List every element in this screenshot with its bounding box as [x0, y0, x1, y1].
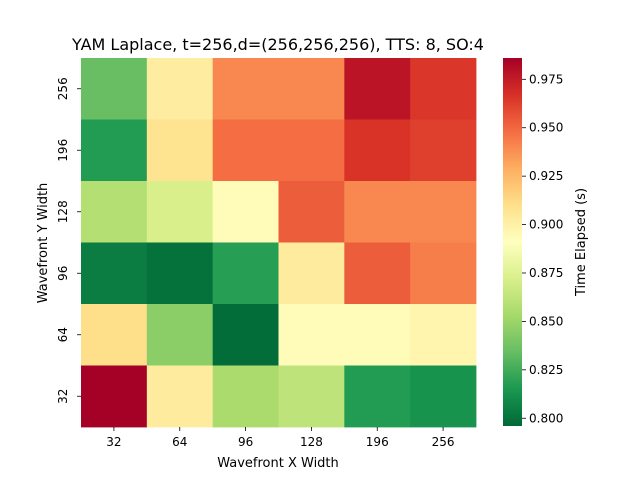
heatmap-cell	[81, 119, 148, 182]
x-tick-label: 256	[432, 435, 455, 449]
x-tick-label: 196	[366, 435, 389, 449]
colorbar-tick-label: 0.850	[529, 314, 563, 328]
y-axis-label: Wavefront Y Width	[36, 183, 51, 304]
heatmap-cell	[146, 242, 214, 305]
heatmap-cell	[278, 242, 345, 305]
heatmap-cell	[344, 58, 411, 120]
x-axis-label: Wavefront X Width	[217, 456, 339, 471]
heatmap-cell	[278, 304, 345, 366]
heatmap-cell	[146, 119, 214, 182]
colorbar-ticks: 0.800 0.825 0.850 0.875 0.900 0.925 0.950 0.975	[522, 72, 563, 425]
colorbar-tick-label: 0.900	[529, 218, 563, 232]
heatmap-cell	[410, 181, 477, 243]
colorbar	[503, 58, 522, 426]
heatmap-cells	[81, 58, 477, 428]
heatmap-cell	[81, 58, 148, 120]
y-tick-label: 196	[56, 139, 70, 162]
colorbar-label: Time Elapsed (s)	[574, 188, 589, 297]
heatmap-cell	[146, 304, 214, 366]
heatmap-cell	[146, 58, 214, 120]
heatmap-cell	[278, 119, 345, 182]
heatmap-cell	[212, 242, 279, 305]
colorbar-tick-label: 0.800	[529, 411, 563, 425]
heatmap-cell	[410, 119, 477, 182]
x-tick-labels: 32 64 96 128 196 256	[106, 427, 455, 449]
heatmap-cell	[278, 58, 345, 120]
heatmap-cell	[81, 365, 148, 428]
heatmap-cell	[278, 181, 345, 243]
x-tick-label: 64	[172, 435, 187, 449]
x-tick-label: 32	[106, 435, 121, 449]
heatmap-cell	[212, 365, 279, 428]
heatmap-cell	[344, 304, 411, 366]
heatmap-cell	[212, 181, 279, 243]
heatmap-cell	[344, 119, 411, 182]
colorbar-tick-label: 0.825	[529, 363, 563, 377]
y-tick-labels: 256 196 128 96 64 32	[56, 77, 81, 404]
y-tick-label: 256	[56, 77, 70, 100]
x-tick-label: 128	[300, 435, 323, 449]
heatmap-cell	[81, 304, 148, 366]
heatmap-cell	[344, 365, 411, 428]
y-tick-label: 32	[56, 389, 70, 404]
colorbar-tick-label: 0.925	[529, 169, 563, 183]
heatmap-cell	[146, 181, 214, 243]
y-tick-label: 64	[56, 327, 70, 342]
heatmap-cell	[278, 365, 345, 428]
heatmap-cell	[81, 242, 148, 305]
colorbar-tick-label: 0.950	[529, 121, 563, 135]
y-tick-label: 128	[56, 200, 70, 223]
colorbar-tick-label: 0.975	[529, 72, 563, 86]
heatmap-cell	[212, 119, 279, 182]
heatmap-cell	[212, 58, 279, 120]
heatmap-cell	[410, 58, 477, 120]
chart-title: YAM Laplace, t=256,d=(256,256,256), TTS:…	[71, 35, 484, 54]
heatmap-cell	[344, 181, 411, 243]
heatmap-cell	[344, 242, 411, 305]
heatmap-cell	[410, 304, 477, 366]
heatmap-cell	[212, 304, 279, 366]
y-tick-label: 96	[56, 266, 70, 281]
heatmap-cell	[410, 365, 477, 428]
heatmap-cell	[81, 181, 148, 243]
heatmap-cell	[146, 365, 214, 428]
heatmap-cell	[410, 242, 477, 305]
colorbar-tick-label: 0.875	[529, 266, 563, 280]
x-tick-label: 96	[238, 435, 253, 449]
